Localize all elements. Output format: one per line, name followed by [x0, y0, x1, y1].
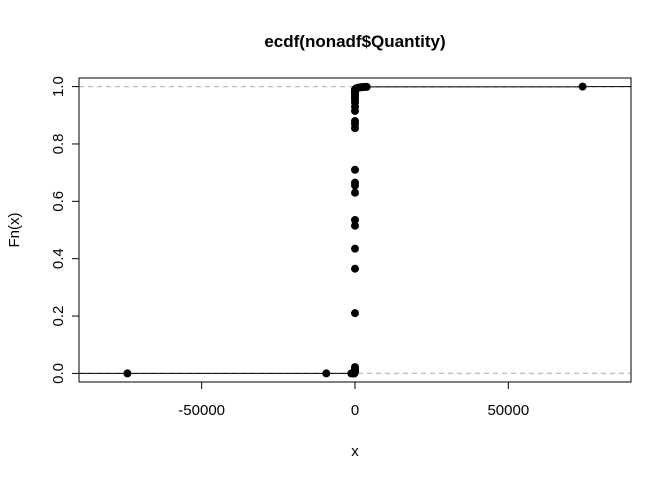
y-tick-label: 0.4	[50, 248, 67, 269]
data-point	[351, 165, 359, 174]
y-axis-label: Fn(x)	[6, 213, 23, 248]
data-point	[351, 178, 359, 187]
x-axis: -50000 0 50000	[178, 381, 529, 419]
data-point	[578, 82, 587, 91]
y-tick-label: 1.0	[50, 76, 67, 97]
x-tick-label: 50000	[487, 402, 529, 419]
data-point	[351, 264, 359, 273]
data-point	[351, 117, 359, 126]
data-point	[351, 363, 359, 372]
data-point	[351, 244, 359, 253]
chart-title: ecdf(nonadf$Quantity)	[264, 32, 445, 51]
x-tick-label: -50000	[178, 402, 225, 419]
data-point	[322, 369, 331, 378]
data-point	[351, 188, 359, 197]
data-point	[362, 82, 371, 91]
data-point	[351, 221, 359, 230]
y-axis: 0.0 0.2 0.4 0.6 0.8 1.0	[50, 76, 80, 384]
y-tick-label: 0.0	[50, 363, 67, 384]
y-tick-label: 0.2	[50, 306, 67, 327]
data-point	[351, 309, 359, 318]
x-tick-label: 0	[351, 402, 359, 419]
data-point	[351, 215, 359, 224]
y-tick-label: 0.6	[50, 191, 67, 212]
y-tick-label: 0.8	[50, 134, 67, 155]
ecdf-points	[123, 82, 587, 378]
data-point	[123, 369, 132, 378]
x-axis-label: x	[351, 443, 359, 460]
